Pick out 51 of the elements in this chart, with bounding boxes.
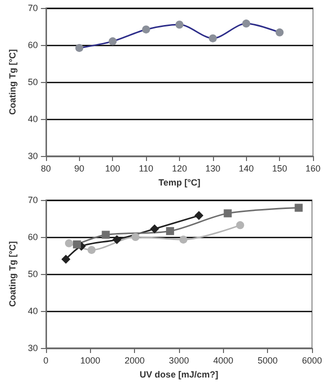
point <box>242 20 250 28</box>
point <box>75 44 84 52</box>
y-tick-label: 50 <box>28 77 38 87</box>
point <box>194 211 204 220</box>
point <box>208 34 217 42</box>
x-tick-label: 4000 <box>213 356 234 366</box>
y-axis-title: Coating Tg [°C] <box>8 241 18 307</box>
point <box>112 235 122 244</box>
x-tick-label: 110 <box>138 164 154 174</box>
x-tick-label: 140 <box>238 164 254 174</box>
point <box>61 254 70 264</box>
point <box>166 227 174 236</box>
y-tick-label: 70 <box>28 195 38 205</box>
x-tick-label: 2000 <box>124 356 145 366</box>
x-tick-label: 3000 <box>168 356 189 366</box>
point <box>108 37 117 46</box>
y-tick-label: 30 <box>28 151 38 161</box>
y-tick-label: 70 <box>28 3 38 13</box>
y-tick-label: 40 <box>28 306 38 316</box>
point <box>72 240 81 248</box>
x-tick-label: 0 <box>43 356 48 366</box>
point <box>102 230 110 239</box>
x-tick-label: 130 <box>205 164 220 174</box>
x-tick-label: 100 <box>105 164 120 174</box>
x-tick-label: 120 <box>172 164 187 174</box>
x-tick-label: 160 <box>305 164 321 174</box>
point <box>88 246 96 254</box>
point <box>276 28 284 36</box>
y-axis-title: Coating Tg [°C] <box>8 49 18 115</box>
x-tick-label: 150 <box>272 164 288 174</box>
y-tick-label: 60 <box>28 40 38 50</box>
point <box>175 20 184 29</box>
point <box>150 224 160 234</box>
x-tick-label: 80 <box>40 164 51 174</box>
y-tick-label: 50 <box>28 269 38 279</box>
y-tick-label: 60 <box>28 232 38 242</box>
x-axis-title: Temp [°C] <box>158 177 200 188</box>
point <box>179 236 188 244</box>
x-axis-title: UV dose [mJ/cm?] <box>140 369 218 380</box>
point <box>132 233 140 241</box>
point <box>294 204 303 212</box>
y-tick-label: 30 <box>28 343 38 353</box>
point <box>142 25 150 34</box>
point <box>236 221 244 230</box>
x-tick-label: 90 <box>74 164 84 174</box>
x-tick-label: 5000 <box>258 356 278 366</box>
x-tick-label: 6000 <box>302 356 322 366</box>
point <box>224 209 232 218</box>
x-tick-label: 1000 <box>80 356 100 366</box>
y-tick-label: 40 <box>28 114 38 124</box>
point <box>64 239 73 248</box>
